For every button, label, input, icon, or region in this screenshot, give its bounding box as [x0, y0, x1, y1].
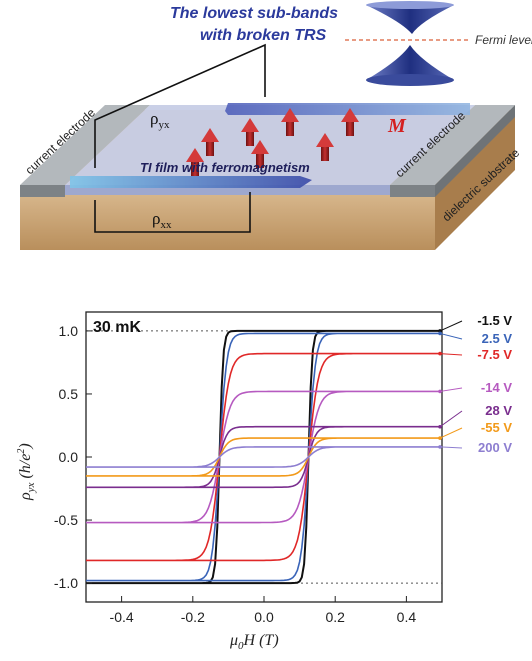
curve--7p5V — [86, 352, 442, 562]
band-label-line1: The lowest sub-bands — [170, 5, 338, 22]
x-tick-label: 0.4 — [397, 609, 417, 625]
left-electrode-front — [20, 185, 65, 197]
rho-xx-label: ρxx — [152, 209, 172, 231]
x-tick-label: -0.2 — [181, 609, 205, 625]
y-tick-label: -0.5 — [54, 512, 78, 528]
legend-pointer-head — [438, 351, 442, 356]
fermi-level-label: Fermi level — [475, 33, 532, 47]
y-axis-ticks: -1.0 -0.5 0.0 0.5 1.0 — [54, 323, 92, 591]
legend-label: 2.5 V — [482, 331, 513, 346]
curve--1p5V — [86, 329, 442, 585]
legend-pointer — [439, 427, 463, 439]
substrate-front — [20, 190, 435, 250]
hysteresis-chart: -0.4 -0.2 0.0 0.2 0.4 -1.0 -0.5 0.0 0.5 1.0 -1.5… — [16, 311, 512, 652]
x-axis-label: μ0H (T) — [229, 632, 279, 652]
legend: -1.5 V 2.5 V-7.5 V -14 V 28 V -55 V 200 V — [438, 313, 512, 455]
y-tick-label: 0.5 — [59, 386, 79, 402]
band-label-line2: with broken TRS — [200, 27, 327, 44]
legend-pointer — [439, 387, 463, 392]
legend-label: -1.5 V — [477, 313, 512, 328]
legend-label: -55 V — [481, 420, 512, 435]
legend-pointer — [439, 332, 463, 340]
device-schematic: The lowest sub-bands with broken TRS Fer… — [20, 1, 532, 250]
x-tick-label: 0.0 — [254, 609, 274, 625]
curve-2p5V — [86, 332, 442, 582]
magnetization-label: M — [387, 115, 407, 137]
x-tick-label: -0.4 — [110, 609, 134, 625]
y-tick-label: -1.0 — [54, 575, 78, 591]
legend-pointer-head — [438, 389, 442, 394]
ti-film-label: TI film with ferromagnetism — [140, 160, 310, 175]
y-axis-label: ρyx (h/e2) — [16, 443, 37, 501]
lower-cone-rim — [366, 74, 454, 86]
upper-cone-icon — [366, 5, 454, 34]
right-electrode-front — [390, 185, 435, 197]
legend-pointer-head — [438, 445, 442, 449]
rho-yx-wire — [94, 43, 266, 168]
legend-label: -7.5 V — [477, 347, 512, 362]
curve-28V — [86, 425, 442, 489]
plot-frame — [85, 311, 443, 603]
legend-pointer — [439, 320, 463, 332]
legend-label: 200 V — [478, 440, 512, 455]
ti-film-top — [65, 105, 475, 185]
curve-200V — [86, 446, 442, 468]
y-tick-label: 0.0 — [59, 449, 79, 465]
x-tick-label: 0.2 — [325, 609, 345, 625]
upper-cone-rim — [366, 1, 454, 9]
legend-pointer-head — [438, 436, 442, 440]
legend-pointer-head — [438, 331, 442, 336]
legend-pointer-head — [438, 424, 442, 429]
left-electrode-top — [20, 105, 150, 185]
legend-pointer-head — [438, 329, 442, 333]
curves — [86, 329, 442, 585]
legend-pointer — [439, 353, 463, 356]
curve--14V — [86, 390, 442, 524]
legend-label: 28 V — [485, 403, 512, 418]
current-flow-arrow — [70, 176, 312, 188]
rho-xx-wire — [94, 192, 251, 233]
legend-label: -14 V — [481, 380, 512, 395]
legend-pointer — [439, 446, 463, 449]
substrate-side — [435, 110, 515, 250]
right-electrode-side — [435, 105, 515, 197]
right-electrode-top — [390, 105, 515, 185]
temperature-annotation: 30 mK — [93, 319, 141, 336]
y-tick-label: 1.0 — [59, 323, 79, 339]
magnetization-flow-arrow — [225, 103, 470, 115]
x-axis-ticks: -0.4 -0.2 0.0 0.2 0.4 — [110, 596, 417, 625]
legend-pointer — [439, 410, 463, 428]
reference-lines — [86, 330, 442, 584]
rho-yx-label: ρyx — [150, 109, 170, 131]
curve--55V — [86, 437, 442, 477]
